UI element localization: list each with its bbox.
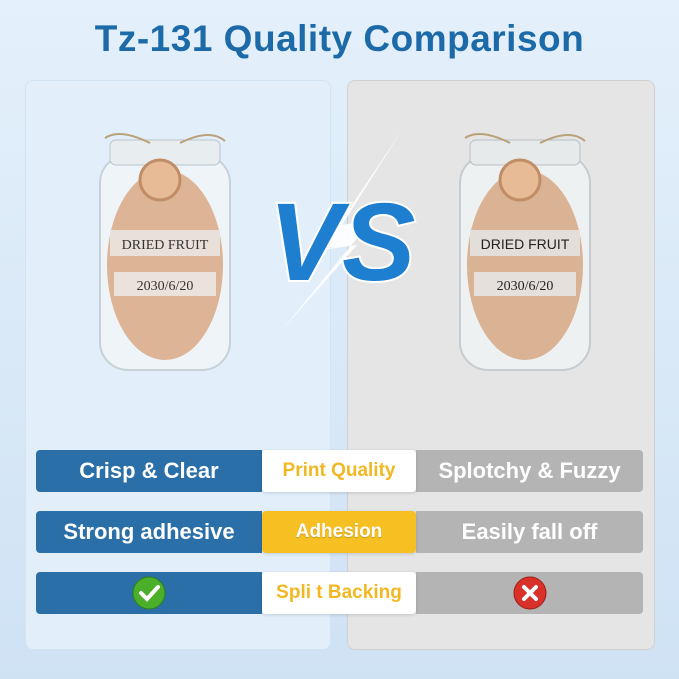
jar-date-text: 2030/6/20 [137, 279, 194, 294]
jar-image-left: DRIED FRUIT 2030/6/20 [99, 133, 231, 371]
jar-date-text: 2030/6/20 [497, 279, 554, 294]
jar-label-text: DRIED FRUIT [122, 238, 209, 253]
competitor-value [416, 572, 643, 614]
jar-image-right: DRIED FRUIT 2030/6/20 [459, 133, 591, 371]
comparison-row-split-backing: Spli t Backing [36, 572, 643, 614]
competitor-value: Easily fall off [416, 511, 643, 553]
check-icon [132, 576, 166, 610]
jar-label-text: DRIED FRUIT [481, 236, 570, 252]
competitor-value: Splotchy & Fuzzy [416, 450, 643, 492]
page-title: Tz-131 Quality Comparison [94, 18, 585, 59]
vs-graphic: VS [267, 130, 417, 330]
comparison-row-adhesion: Strong adhesive Adhesion Easily fall off [36, 511, 643, 553]
category-label: Print Quality [262, 450, 416, 492]
tz131-value [36, 572, 262, 614]
tz131-value: Strong adhesive [36, 511, 262, 553]
tz131-value: Crisp & Clear [36, 450, 262, 492]
vs-text: VS [269, 181, 416, 304]
category-label: Adhesion [262, 511, 416, 553]
comparison-row-print-quality: Crisp & Clear Print Quality Splotchy & F… [36, 450, 643, 492]
cross-icon [513, 576, 546, 610]
category-label: Spli t Backing [262, 572, 416, 614]
